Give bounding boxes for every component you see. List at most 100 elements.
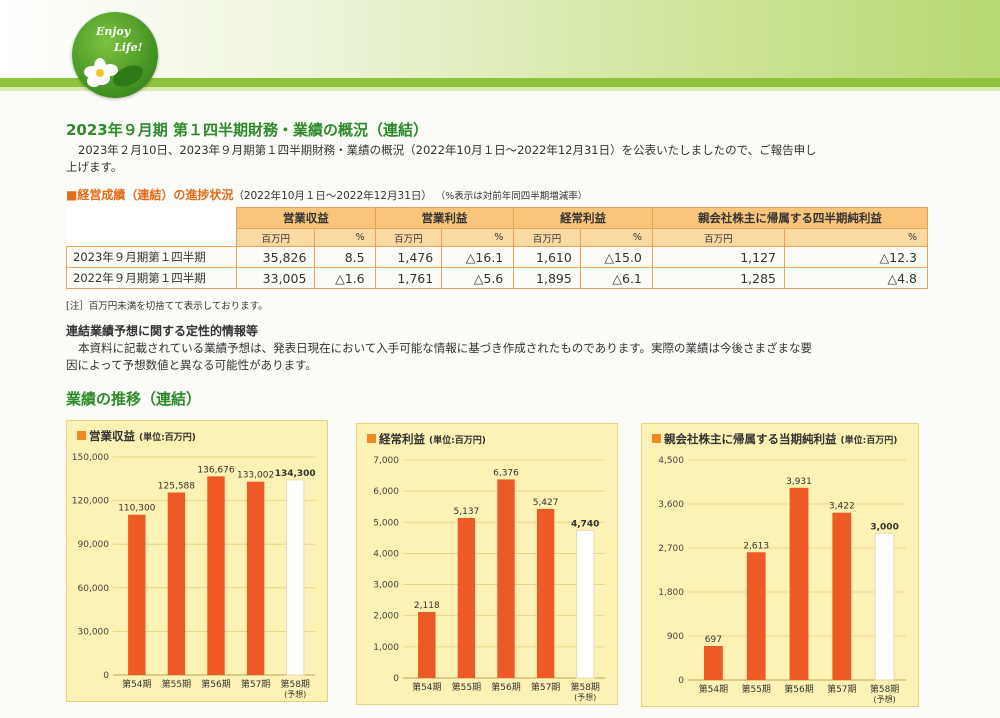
unit-label: 百万円 [651,228,785,247]
y-tick-label: 2,000 [373,612,399,622]
forecast-line-1: 本資料に記載されている業績予想は、発表日現在において入手可能な情報に基づき作成さ… [78,341,813,355]
forecast-line-2: 因によって予想数値と異なる可能性があります。 [66,358,317,372]
table-cell: △15.0 [579,246,653,268]
table-note: [注］百万円未満を切捨てて表示しております。 [66,301,268,312]
table-cell: 35,826 [235,246,316,268]
bar [457,518,476,678]
orange-square-icon [367,434,376,443]
bar-value-label: 6,376 [493,468,519,478]
y-tick-label: 90,000 [78,540,110,550]
y-tick-label: 0 [678,676,684,686]
orange-square-icon [77,431,86,440]
x-tick-label: 第57期 [531,681,560,693]
bar [167,492,186,675]
results-table: 営業収益 営業利益 経常利益 親会社株主に帰属する四半期純利益 百万円 % 百万… [66,207,929,289]
header-stripe [0,78,1000,87]
table-cell: △6.1 [579,267,653,289]
x-tick-label: 第57期 [827,683,856,695]
bar [246,481,265,675]
bar-value-label: 5,427 [533,498,559,508]
bar-value-label: 134,300 [275,469,316,479]
table-row: 2023年９月期第１四半期 35,826 8.5 1,476 △16.1 1,6… [66,246,929,268]
table-cell: 8.5 [314,246,376,268]
chart-svg: 0 1,000 2,000 3,000 4,000 5,000 6,000 7,000 2,11… [373,456,605,702]
y-tick-label: 30,000 [78,627,110,637]
chart-title-text: 親会社株主に帰属する当期純利益 [664,432,837,446]
chart-title-text: 経常利益 [379,432,425,446]
page-title: 2023年９月期 第１四半期財務・業績の概況（連結） [66,121,428,139]
y-tick-label: 120,000 [72,497,109,507]
chart-ordinary-income: 0 1,000 2,000 3,000 4,000 5,000 6,000 7,000 2,11… [356,423,618,705]
chart-operating-revenue: 0 30,000 60,000 90,000 120,000 150,000 110,300… [66,420,328,702]
intro-line-2: 上げます。 [66,160,123,174]
table-cell: △1.6 [314,267,376,289]
y-tick-label: 6,000 [373,487,399,497]
bar-value-label: 110,300 [118,504,155,514]
y-tick-label: 3,600 [658,500,684,510]
y-tick-label: 0 [393,674,399,684]
table-corner [66,207,237,247]
table-cell: △5.6 [441,267,515,289]
bar-value-label: 697 [705,635,722,645]
y-tick-label: 1,000 [373,643,399,653]
bar [789,487,809,680]
table-cell: △16.1 [441,246,515,268]
table-cell: 1,610 [513,246,581,268]
flower-icon [84,58,143,87]
forecast-note: (予想) [574,692,596,702]
bar-value-label: 2,118 [414,601,440,611]
table-subheader-row: 百万円 % 百万円 % 百万円 % 百万円 % [67,228,929,247]
y-tick-label: 7,000 [373,456,399,466]
table-cell: 1,127 [651,246,785,268]
x-tick-label: 第55期 [162,678,191,690]
row-label: 2023年９月期第１四半期 [66,246,237,268]
forecast-note: (予想) [284,689,306,699]
table-cell: △12.3 [783,246,929,268]
x-tick-label: 第54期 [122,678,151,690]
forecast-paragraph: 本資料に記載されている業績予想は、発表日現在において入手可能な情報に基づき作成さ… [66,340,812,374]
bar [536,508,555,678]
bar [418,612,436,678]
header-band: Enjoy Life! [0,0,1000,110]
bar [207,476,225,675]
chart-unit: (単位:百万円) [429,436,486,446]
bar [703,645,723,680]
forecast-bar [874,532,895,681]
pct-label: % [783,228,929,247]
header-ordinary-income: 経常利益 [513,207,653,229]
pct-label: % [314,228,376,247]
x-tick-label: 第58期 [280,678,309,690]
orange-square-icon [652,434,661,443]
header-gradient [0,0,1000,78]
pct-label: % [441,228,515,247]
table-cell: 1,895 [513,267,581,289]
chart-net-income: 0 900 1,800 2,700 3,600 4,500 697 第54期 2,613 第55期… [641,423,919,707]
y-tick-label: 1,800 [658,588,684,598]
bar-value-label: 125,588 [158,481,195,491]
table-row: 2022年９月期第１四半期 33,005 △1.6 1,761 △5.6 1,8… [66,267,929,289]
chart-svg: 0 30,000 60,000 90,000 120,000 150,000 110,300… [72,453,316,699]
table-cell: 1,285 [651,267,785,289]
x-tick-label: 第58期 [870,683,899,695]
chart-title-text: 営業収益 [89,429,135,443]
table-header-row: 営業収益 営業利益 経常利益 親会社株主に帰属する四半期純利益 [66,207,929,247]
y-tick-label: 4,000 [373,549,399,559]
header-operating-revenue: 営業収益 [236,207,376,229]
chart-unit: (単位:百万円) [139,433,196,443]
x-tick-label: 第57期 [241,678,270,690]
bar-value-label: 5,137 [454,507,480,517]
bar-value-label: 3,000 [870,522,898,532]
unit-label: 百万円 [235,228,316,247]
bar [497,479,515,678]
y-tick-label: 4,500 [658,456,684,466]
y-tick-label: 3,000 [373,581,399,591]
bar-value-label: 3,422 [829,502,855,512]
forecast-bar [575,529,595,679]
chart-svg: 0 900 1,800 2,700 3,600 4,500 697 第54期 2,613 第55期… [658,456,906,704]
chart-title: 営業収益 (単位:百万円) [77,428,196,444]
section-results-label: ■経営成績（連結）の進捗状況（2022年10月１日～2022年12月31日） （… [66,186,587,203]
header-net-income: 親会社株主に帰属する四半期純利益 [651,207,929,229]
y-tick-label: 0 [103,671,109,681]
bar-value-label: 133,002 [237,471,274,481]
trend-heading: 業績の推移（連結） [66,390,202,408]
